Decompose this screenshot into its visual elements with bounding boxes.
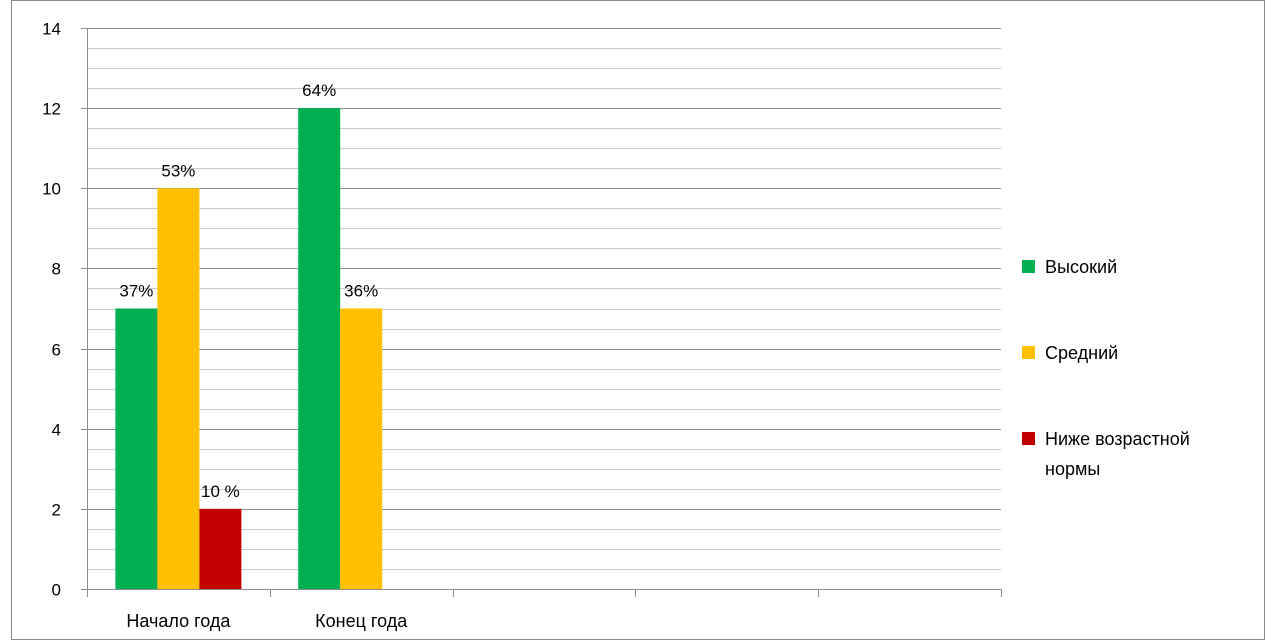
bar xyxy=(157,188,200,590)
legend-swatch xyxy=(1022,260,1035,273)
axes: 0 2 4 6 8 10 12 14 Начало года Конец года xyxy=(42,20,1002,631)
bar xyxy=(115,308,158,589)
y-tick-label: 6 xyxy=(52,341,61,360)
bar xyxy=(199,508,242,589)
legend-label: Высокий xyxy=(1045,257,1117,277)
data-labels: 37% 64% 53% 36% 10 % xyxy=(119,81,378,501)
y-tick-label: 10 xyxy=(42,180,61,199)
bars xyxy=(115,108,383,590)
x-category-label: Конец года xyxy=(315,611,408,631)
data-label: 10 % xyxy=(201,482,240,501)
y-tick-label: 14 xyxy=(42,20,61,39)
y-tick-label: 12 xyxy=(42,100,61,119)
y-tick-label: 8 xyxy=(52,260,61,279)
y-tick-label: 2 xyxy=(52,501,61,520)
gridlines xyxy=(87,28,1001,570)
data-label: 36% xyxy=(344,282,378,301)
bar xyxy=(340,308,383,589)
data-label: 64% xyxy=(302,81,336,100)
legend-label: нормы xyxy=(1045,459,1100,479)
x-category-label: Начало года xyxy=(126,611,231,631)
legend-swatch xyxy=(1022,346,1035,359)
y-tick-label: 4 xyxy=(52,421,61,440)
legend-swatch xyxy=(1022,432,1035,445)
data-label: 37% xyxy=(119,282,153,301)
y-tick-label: 0 xyxy=(52,581,61,600)
legend-label: Ниже возрастной xyxy=(1045,429,1190,449)
bar xyxy=(298,108,341,590)
legend: Высокий Средний Ниже возрастной нормы xyxy=(1022,257,1190,479)
legend-label: Средний xyxy=(1045,343,1118,363)
data-label: 53% xyxy=(161,161,195,180)
